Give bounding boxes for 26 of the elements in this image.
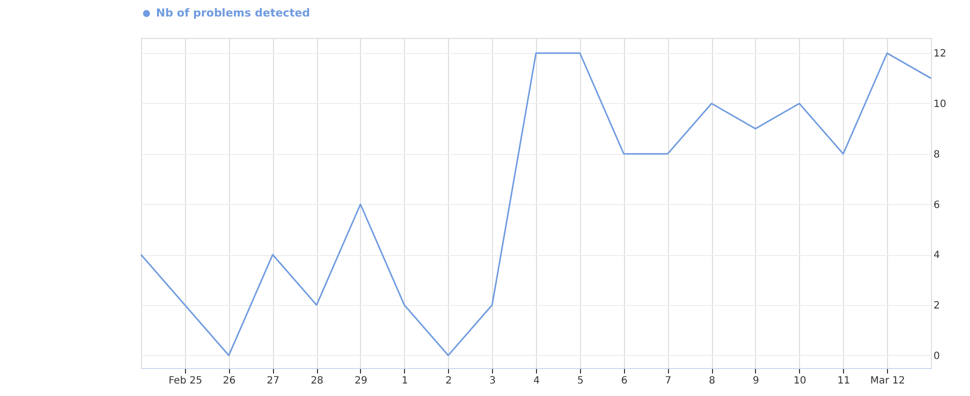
x-tick-label: 28 [310, 376, 324, 386]
y-tick-label: 6 [934, 200, 940, 211]
x-tick-label: 1 [402, 376, 408, 386]
y-tick-label: 8 [934, 149, 940, 160]
y-tick-label: 10 [934, 98, 946, 110]
y-tick-label: 2 [934, 300, 940, 312]
y-tick-label: 0 [934, 350, 940, 362]
x-tick-label: 6 [621, 376, 628, 386]
y-tick-label: 4 [934, 250, 940, 262]
x-tick-label: 7 [664, 376, 672, 386]
x-tick-label: 27 [266, 376, 280, 386]
x-tick-label: Feb 25 [168, 376, 202, 386]
x-tick-label: 9 [752, 376, 760, 386]
x-tick-label: 5 [577, 376, 584, 386]
legend-label: Nb of problems detected [156, 6, 310, 20]
x-tick-label: 8 [708, 376, 716, 386]
x-tick-label: 11 [837, 376, 850, 386]
x-tick-label: 4 [533, 376, 540, 386]
x-tick-label: Mar 12 [870, 376, 905, 386]
x-tick-label: 26 [222, 376, 236, 386]
x-tick-label: 29 [354, 376, 368, 386]
x-tick-label: 10 [793, 376, 806, 386]
line-series [140, 52, 932, 356]
x-tick-label: 2 [446, 376, 452, 386]
y-tick-label: 12 [934, 48, 946, 60]
x-tick-label: 3 [489, 376, 496, 386]
